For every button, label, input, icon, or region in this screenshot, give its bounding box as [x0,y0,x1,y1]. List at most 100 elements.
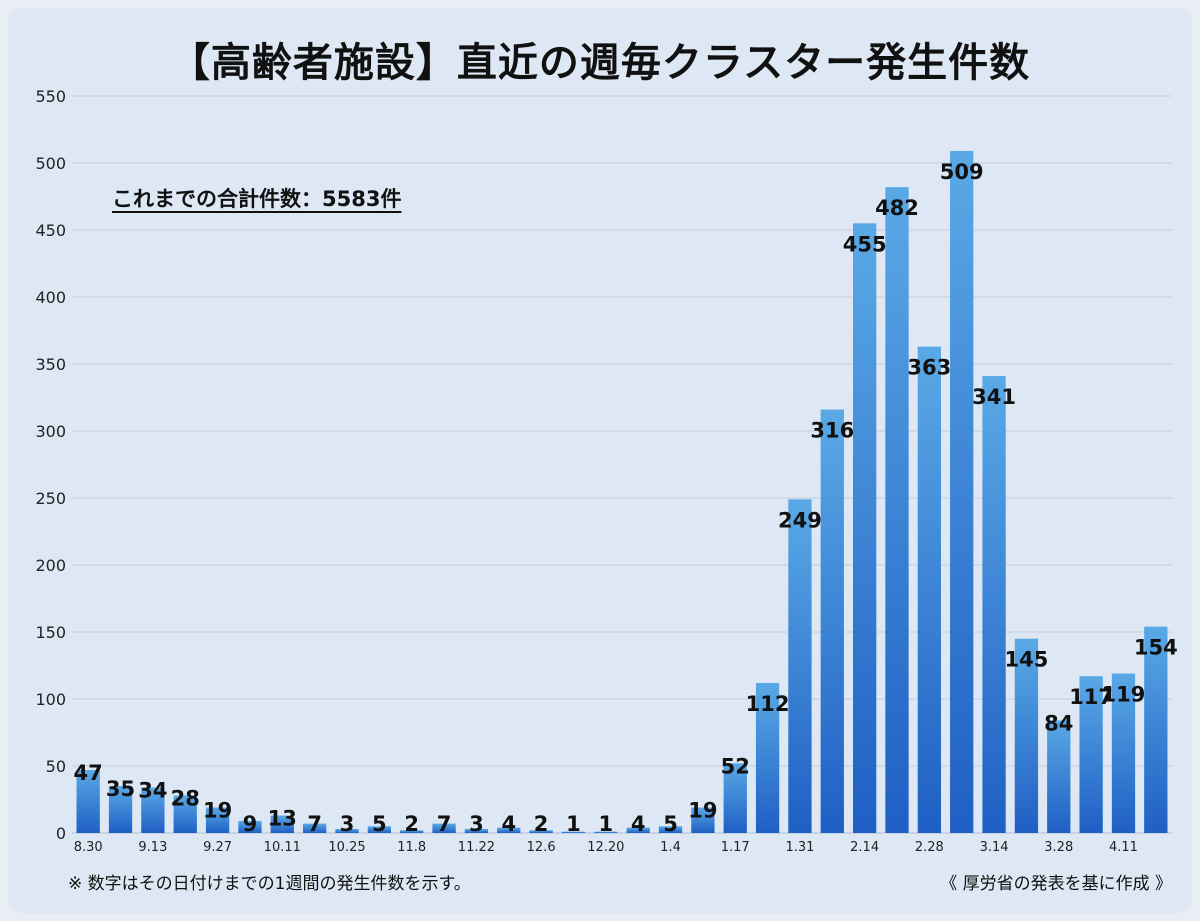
data-label: 5 [663,812,678,836]
bar [1079,676,1103,833]
y-axis-ticks: 0 50 100 150 200 250 300 350 400 450 500 550 [35,87,66,843]
bar [76,770,100,833]
x-tick-label: 2.28 [915,840,944,855]
data-label: 19 [688,799,717,823]
data-label: 35 [106,777,135,801]
bar [885,187,909,833]
bar [432,823,456,833]
x-tick-label: 11.8 [397,840,426,855]
footnote-explanation: ※ 数字はその日付けまでの1週間の発生件数を示す。 [68,874,471,894]
data-label: 4 [631,812,646,836]
total-count-note: これまでの合計件数：5583件 [112,187,402,211]
bar [950,150,974,833]
bar [335,828,359,833]
data-label: 2 [404,812,419,836]
x-tick-label: 11.22 [458,840,495,855]
bar [853,223,877,834]
bar [141,787,165,833]
data-label: 84 [1044,711,1073,735]
data-label: 316 [810,419,854,443]
x-tick-label: 12.20 [587,840,624,855]
y-tick-label: 0 [56,824,66,843]
data-label: 2 [534,812,549,836]
x-tick-label: 10.25 [328,840,365,855]
data-label: 363 [907,356,951,380]
bars [76,150,1168,834]
bar [464,828,489,833]
bar [982,376,1006,833]
x-tick-label: 8.30 [74,840,103,855]
bar [691,807,715,833]
bar [529,830,553,833]
data-label: 13 [268,807,297,831]
y-tick-label: 300 [35,422,66,441]
data-label: 52 [721,754,750,778]
data-label: 145 [1004,648,1048,672]
data-label: 119 [1102,683,1146,707]
bar [561,831,586,833]
bar [820,409,844,833]
x-tick-label: 9.13 [138,840,167,855]
x-tick-label: 12.6 [527,840,556,855]
x-tick-label: 1.4 [660,840,681,855]
bar [238,820,262,833]
y-tick-label: 100 [35,690,66,709]
bar [303,823,327,833]
bar [1047,720,1071,833]
data-label: 509 [940,160,984,184]
data-label: 28 [171,786,200,810]
data-label: 341 [972,385,1016,409]
bar [400,830,424,833]
bar [658,826,683,833]
data-label: 112 [746,692,790,716]
data-label: 1 [566,812,581,836]
bar [205,807,230,833]
footnote-source: 《 厚労省の発表を基に作成 》 [940,874,1172,894]
y-tick-label: 550 [35,87,66,106]
y-tick-label: 350 [35,355,66,374]
data-label: 249 [778,508,822,532]
bar [1014,638,1039,833]
data-label: 7 [437,812,452,836]
y-tick-label: 400 [35,288,66,307]
x-tick-label: 10.11 [264,840,301,855]
bar [755,682,780,833]
data-label: 9 [243,812,258,836]
bar [173,795,197,833]
x-tick-label: 4.11 [1109,840,1138,855]
data-label: 3 [469,812,484,836]
bar [270,815,294,833]
bar [626,827,650,833]
data-label: 5 [372,812,387,836]
data-label: 1 [599,812,614,836]
x-tick-label: 1.31 [785,840,814,855]
bar [594,831,618,833]
x-axis-ticks: 8.30 9.13 9.27 10.11 10.25 11.8 11.22 12.6 12.20… [74,840,1138,855]
bar [788,499,812,833]
data-label: 4 [501,812,516,836]
bar [108,786,133,833]
x-tick-label: 3.28 [1044,840,1073,855]
data-label: 117 [1069,685,1113,709]
data-label: 47 [74,761,103,785]
data-label: 455 [843,232,887,256]
chart-title: 【高齢者施設】直近の週毎クラスター発生件数 [169,40,1031,86]
data-label: 34 [138,778,167,802]
x-tick-label: 3.14 [980,840,1009,855]
y-tick-label: 250 [35,489,66,508]
x-tick-label: 9.27 [203,840,232,855]
bar [1144,626,1168,833]
y-tick-label: 150 [35,623,66,642]
data-label: 154 [1134,636,1178,660]
data-label: 482 [875,196,919,220]
bar [367,826,391,833]
y-tick-label: 200 [35,556,66,575]
bar [497,827,521,833]
data-label: 19 [203,799,232,823]
y-tick-label: 450 [35,221,66,240]
bar [1111,673,1136,833]
x-tick-label: 1.17 [721,840,750,855]
y-tick-label: 500 [35,154,66,173]
